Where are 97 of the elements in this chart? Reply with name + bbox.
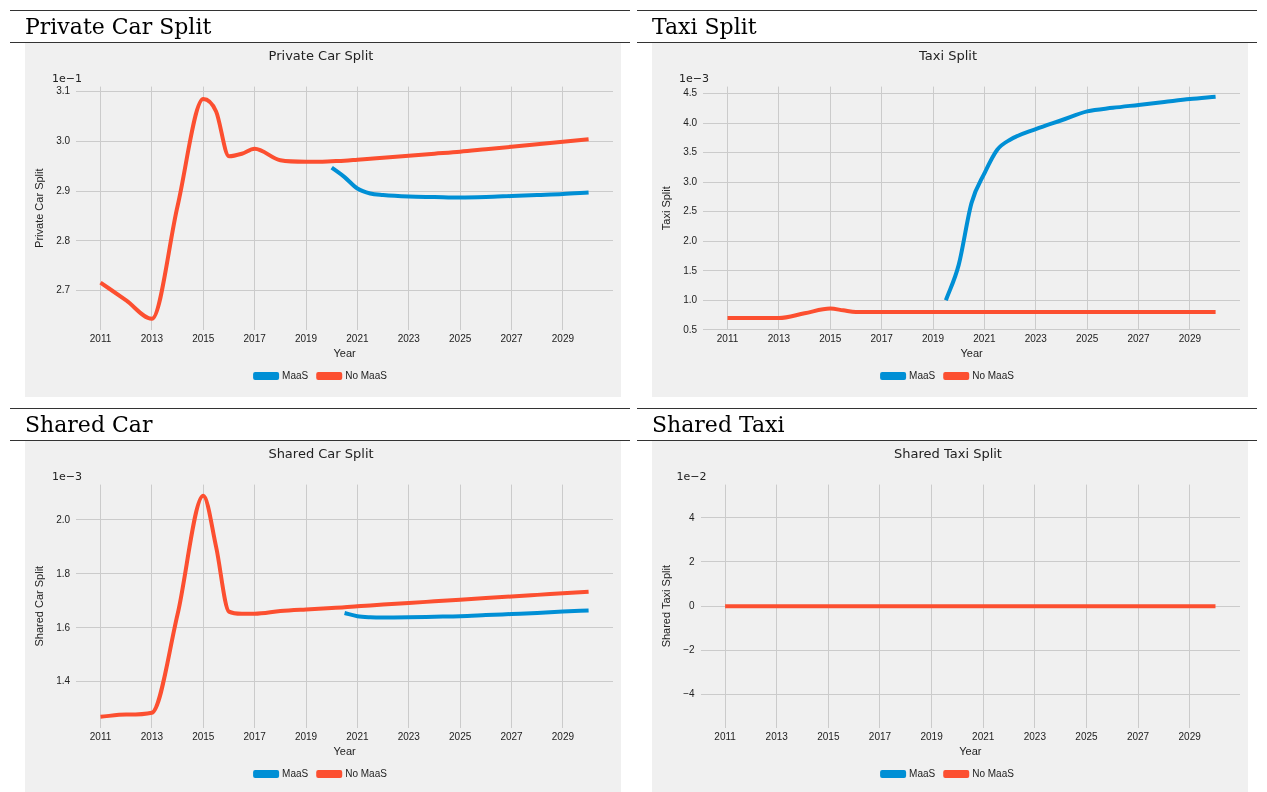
x-tick-label: 2017 bbox=[243, 730, 267, 742]
text: 1e−3 bbox=[52, 469, 83, 483]
x-tick-label: 2023 bbox=[397, 730, 421, 742]
chart-title: Taxi Split bbox=[637, 10, 1257, 43]
line-series bbox=[943, 94, 1218, 303]
y-tick-label: 2.0 bbox=[683, 235, 698, 247]
chart-title: Private Car Split bbox=[10, 10, 630, 43]
x-tick-label: 2017 bbox=[243, 332, 267, 344]
x-tick-label: 2017 bbox=[870, 332, 894, 344]
x-tick-label: 2011 bbox=[89, 730, 112, 742]
x-tick-label: 2023 bbox=[397, 332, 421, 344]
legend-label: No MaaS bbox=[345, 369, 388, 381]
x-axis-title: Year bbox=[959, 745, 982, 758]
chart-subtitle: Taxi Split bbox=[917, 48, 978, 64]
x-tick-label: 2029 bbox=[1178, 730, 1202, 742]
y-tick-label: 3.0 bbox=[683, 175, 698, 187]
y-tick-label: 2.8 bbox=[56, 234, 71, 246]
x-tick-label: 2019 bbox=[921, 332, 945, 344]
x-tick-label: 2015 bbox=[817, 730, 840, 742]
y-tick-label: 2.9 bbox=[56, 184, 71, 196]
x-tick-label: 2019 bbox=[920, 730, 944, 742]
x-tick-label: 2021 bbox=[972, 730, 995, 742]
chart-subtitle: Shared Taxi Split bbox=[894, 446, 1002, 462]
legend-label: MaaS bbox=[282, 369, 309, 381]
x-tick-label: 2027 bbox=[1126, 730, 1150, 742]
line-series bbox=[725, 306, 1218, 320]
x-tick-label: 2021 bbox=[973, 332, 996, 344]
x-tick-label: 2023 bbox=[1023, 730, 1047, 742]
legend-label: MaaS bbox=[282, 767, 309, 779]
y-axis-title: Private Car Split bbox=[32, 168, 45, 248]
text: 1e−1 bbox=[52, 71, 83, 85]
y-axis-title: Shared Taxi Split bbox=[659, 565, 672, 648]
x-tick-label: 2023 bbox=[1024, 332, 1048, 344]
y-tick-label: 0 bbox=[689, 599, 696, 611]
x-tick-label: 2027 bbox=[500, 730, 524, 742]
y-tick-label: 3.0 bbox=[56, 135, 71, 147]
x-tick-label: 2025 bbox=[449, 332, 472, 344]
line-series bbox=[98, 97, 591, 321]
y-tick-label: 4 bbox=[689, 511, 696, 523]
legend-label: MaaS bbox=[909, 767, 936, 779]
x-tick-label: 2017 bbox=[868, 730, 892, 742]
y-tick-label: 1.5 bbox=[683, 264, 698, 276]
x-axis-title: Year bbox=[333, 347, 356, 360]
x-tick-label: 2027 bbox=[1127, 332, 1151, 344]
y-tick-label: 1.4 bbox=[56, 675, 71, 687]
y-tick-label: 2 bbox=[689, 555, 696, 567]
y-tick-label: −4 bbox=[683, 688, 696, 700]
y-tick-label: 1.6 bbox=[56, 621, 71, 633]
chart-title: Shared Taxi bbox=[637, 408, 1257, 441]
y-tick-label: 1.0 bbox=[683, 294, 698, 306]
legend-label: No MaaS bbox=[345, 767, 388, 779]
text: 1e−3 bbox=[679, 71, 710, 85]
x-tick-label: 2025 bbox=[449, 730, 472, 742]
line-series bbox=[342, 608, 591, 620]
x-tick-label: 2015 bbox=[192, 730, 215, 742]
line-series bbox=[98, 493, 591, 719]
x-tick-label: 2013 bbox=[765, 730, 789, 742]
x-tick-label: 2013 bbox=[140, 730, 164, 742]
y-tick-label: 4.5 bbox=[683, 87, 698, 99]
x-axis-title: Year bbox=[960, 347, 983, 360]
y-axis-title: Taxi Split bbox=[659, 186, 672, 231]
legend-label: No MaaS bbox=[972, 369, 1015, 381]
chart-subtitle: Private Car Split bbox=[268, 48, 374, 64]
x-tick-label: 2019 bbox=[294, 730, 318, 742]
y-tick-label: 0.5 bbox=[683, 323, 698, 335]
x-tick-label: 2021 bbox=[346, 730, 369, 742]
x-tick-label: 2013 bbox=[140, 332, 164, 344]
x-tick-label: 2021 bbox=[346, 332, 369, 344]
x-axis-title: Year bbox=[333, 745, 356, 758]
line-series bbox=[329, 165, 591, 200]
text: 1e−2 bbox=[676, 469, 707, 483]
chart-subtitle: Shared Car Split bbox=[268, 446, 374, 462]
x-tick-label: 2029 bbox=[1178, 332, 1202, 344]
legend-label: MaaS bbox=[909, 369, 936, 381]
x-tick-label: 2025 bbox=[1076, 332, 1099, 344]
x-tick-label: 2015 bbox=[819, 332, 842, 344]
y-axis-title: Shared Car Split bbox=[32, 565, 45, 647]
x-tick-label: 2011 bbox=[716, 332, 739, 344]
y-tick-label: 1.8 bbox=[56, 567, 71, 579]
x-tick-label: 2013 bbox=[767, 332, 791, 344]
x-tick-label: 2025 bbox=[1075, 730, 1098, 742]
x-tick-label: 2019 bbox=[294, 332, 318, 344]
y-tick-label: −2 bbox=[683, 644, 696, 656]
y-tick-label: 3.1 bbox=[56, 85, 71, 97]
legend-label: No MaaS bbox=[972, 767, 1015, 779]
x-tick-label: 2029 bbox=[551, 332, 575, 344]
y-tick-label: 4.0 bbox=[683, 116, 698, 128]
y-tick-label: 2.0 bbox=[56, 513, 71, 525]
x-tick-label: 2029 bbox=[551, 730, 575, 742]
chart-title: Shared Car bbox=[10, 408, 630, 441]
x-tick-label: 2015 bbox=[192, 332, 215, 344]
x-tick-label: 2011 bbox=[89, 332, 112, 344]
y-tick-label: 2.7 bbox=[56, 284, 71, 296]
y-tick-label: 3.5 bbox=[683, 146, 698, 158]
x-tick-label: 2027 bbox=[500, 332, 524, 344]
x-tick-label: 2011 bbox=[714, 730, 737, 742]
y-tick-label: 2.5 bbox=[683, 205, 698, 217]
